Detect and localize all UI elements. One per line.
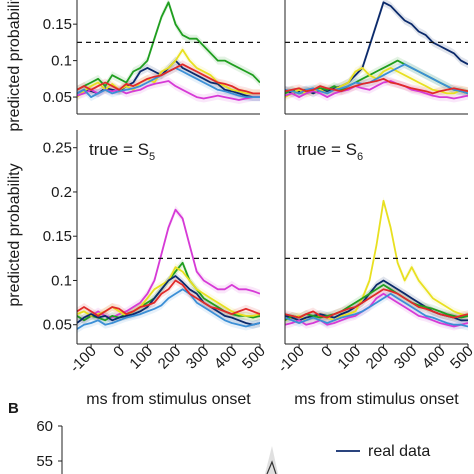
series-band: [285, 289, 468, 331]
series-line: [77, 48, 260, 98]
series-line: [285, 288, 468, 319]
series-band: [285, 196, 468, 325]
x-tick-label: 300: [183, 343, 213, 373]
x-axis-label: ms from stimulus onset: [86, 391, 251, 408]
series-band: [285, 285, 468, 322]
x-tick-label: -100: [275, 343, 308, 376]
y-tick-label: 0.1: [51, 272, 72, 289]
x-tick-label: 300: [391, 343, 421, 373]
y-tick-label: 0.25: [43, 140, 72, 157]
series-line: [285, 77, 468, 95]
y-tick-label: 60: [36, 418, 53, 435]
series-band: [285, 0, 468, 98]
series-band: [77, 205, 260, 325]
y-tick-label: 55: [36, 453, 53, 470]
plot-area: [77, 205, 260, 334]
x-tick-label: -100: [67, 343, 100, 376]
series-line: [77, 1, 260, 91]
series-band: [285, 280, 468, 325]
y-axis-label: predicted probability: [6, 163, 23, 306]
x-tick-label: 500: [447, 343, 474, 373]
plot-area: [77, 0, 260, 104]
peak-line: [266, 460, 277, 474]
series-line: [77, 288, 260, 330]
y-tick-label: 0.15: [43, 228, 72, 245]
x-tick-label: 500: [239, 343, 269, 373]
y-tick-label: 0.2: [51, 184, 72, 201]
x-tick-label: 100: [334, 343, 364, 373]
y-tick-label: 0.1: [51, 53, 72, 70]
series-line: [285, 80, 468, 100]
x-tick-label: 100: [126, 343, 156, 373]
panel-title-subscript: 5: [149, 151, 155, 163]
series-line: [285, 292, 468, 328]
panel-label: B: [8, 400, 19, 417]
panel-title-main: true = S: [89, 140, 149, 159]
series-line: [77, 275, 260, 326]
legend-label: real data: [368, 443, 430, 460]
panel-title-subscript: 6: [357, 151, 363, 163]
plot-area: [285, 0, 468, 103]
x-tick-label: 200: [363, 343, 393, 373]
x-axis-label: ms from stimulus onset: [294, 391, 459, 408]
series-line: [77, 279, 260, 317]
series-line: [77, 63, 260, 95]
series-band: [77, 285, 260, 334]
x-tick-label: 400: [419, 343, 449, 373]
peak-band: [265, 446, 278, 474]
panel-3: 0.050.10.150.20.25-100 0100200300400500tr…: [6, 130, 269, 408]
y-axis-label: predicted probability: [6, 0, 23, 132]
series-line: [285, 284, 468, 322]
panel-2: [284, 0, 468, 115]
y-tick-label: 0.05: [43, 89, 72, 106]
panel-b: B 60 55 real data: [8, 400, 430, 474]
series-line: [77, 208, 260, 322]
panel-1: 0.05 0.1 0.15 predicted probability: [6, 0, 260, 132]
series-band: [285, 289, 468, 331]
panel-title-main: true = S: [297, 140, 357, 159]
y-tick-label: 0.05: [43, 317, 72, 334]
x-tick-label: 400: [211, 343, 241, 373]
x-tick-label: 200: [155, 343, 185, 373]
y-tick-label: 0.15: [43, 16, 72, 33]
panel-title: true = S6: [297, 140, 363, 163]
plot-area: [285, 196, 468, 331]
panel-title: true = S5: [89, 140, 155, 163]
series-line: [285, 292, 468, 328]
